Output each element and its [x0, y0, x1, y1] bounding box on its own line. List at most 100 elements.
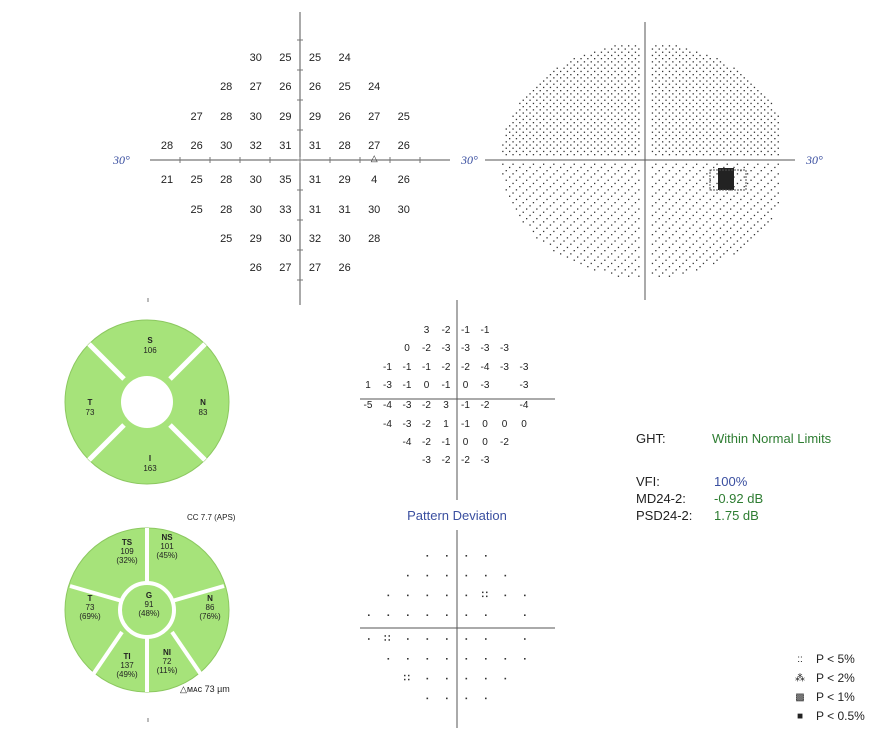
grayscale-dot [604, 125, 606, 127]
grayscale-dot [662, 214, 664, 217]
grayscale-dot [573, 221, 575, 223]
grayscale-dot [546, 147, 548, 149]
grayscale-dot [668, 198, 671, 201]
grayscale-dot [696, 269, 698, 271]
grayscale-dot [526, 141, 528, 143]
grayscale-dot [651, 118, 654, 121]
grayscale-dot [549, 131, 552, 133]
grayscale-dot [532, 128, 535, 130]
grayscale-dot [519, 214, 521, 217]
oct-inferior-label: I [148, 454, 152, 463]
grayscale-dot [692, 205, 694, 207]
grayscale-dot [702, 154, 705, 156]
grayscale-dot [573, 259, 575, 261]
grayscale-dot [549, 205, 552, 207]
grayscale-dot [594, 70, 596, 73]
grayscale-dot [577, 256, 579, 258]
grayscale-dot [702, 90, 705, 92]
grayscale-dot [560, 186, 562, 188]
grayscale-dot [747, 125, 749, 127]
grayscale-dot [730, 141, 732, 143]
grayscale-dot [553, 250, 555, 252]
grayscale-dot [733, 195, 735, 197]
grayscale-dot [716, 221, 718, 223]
grayscale-dot [651, 61, 654, 63]
grayscale-dot [702, 77, 705, 79]
grayscale-dot [764, 224, 766, 226]
grayscale-dot [570, 99, 572, 101]
grayscale-dot [566, 96, 569, 98]
grayscale-dot [696, 154, 698, 156]
grayscale-dot [672, 125, 674, 127]
grayscale-dot [597, 131, 599, 133]
grayscale-dot [628, 128, 630, 130]
grayscale-dot [539, 154, 541, 156]
normal-dot [524, 594, 526, 597]
grayscale-dot [566, 147, 569, 149]
grayscale-dot [621, 58, 623, 60]
grayscale-dot [685, 93, 688, 95]
grayscale-dot [723, 90, 725, 92]
grayscale-dot [566, 198, 569, 201]
grayscale-dot [658, 256, 660, 258]
grayscale-dot [730, 154, 732, 156]
grayscale-dot [699, 86, 701, 89]
grayscale-dot [679, 237, 681, 239]
grayscale-dot [770, 179, 773, 181]
grayscale-dot [706, 61, 708, 63]
grayscale-dot [611, 112, 613, 114]
grayscale-dot [594, 109, 596, 111]
grayscale-dot [522, 202, 524, 204]
grayscale-dot [709, 237, 711, 239]
grayscale-dot [668, 134, 671, 137]
grayscale-dot [736, 90, 739, 92]
grayscale-dot [512, 154, 514, 156]
grayscale-dot [638, 67, 640, 69]
oct-ns: NS 101 (45%) [152, 533, 182, 560]
grayscale-dot [655, 51, 657, 53]
oct-superior-label: S [147, 336, 153, 345]
grayscale-dot [529, 144, 531, 146]
grayscale-dot [719, 227, 722, 229]
grayscale-dot [624, 163, 626, 165]
grayscale-dot [655, 250, 657, 252]
grayscale-dot [709, 70, 711, 73]
grayscale-dot [617, 179, 620, 181]
grayscale-dot [716, 102, 718, 105]
grayscale-dot [696, 141, 698, 143]
grayscale-dot [566, 246, 569, 249]
grayscale-dot [733, 131, 735, 133]
grayscale-dot [638, 266, 640, 268]
oct-ni-value: 72 [162, 657, 172, 666]
grayscale-dot [665, 163, 667, 165]
grayscale-dot [634, 77, 637, 79]
grayscale-dot [685, 99, 688, 101]
normal-dot [446, 697, 448, 700]
grayscale-dot [740, 179, 742, 181]
grayscale-dot [713, 118, 715, 121]
grayscale-dot [658, 246, 660, 249]
grayscale-dot [733, 99, 735, 101]
grayscale-dot [519, 102, 521, 105]
grayscale-dot [651, 166, 654, 169]
grayscale-dot [634, 70, 637, 73]
grayscale-dot [512, 173, 514, 175]
grayscale-dot [543, 163, 545, 165]
grayscale-dot [655, 90, 657, 92]
grayscale-dot [587, 179, 589, 181]
threshold-value: 27 [368, 139, 381, 152]
threshold-value: 25 [190, 203, 203, 216]
grayscale-dot [672, 150, 674, 153]
threshold-value: 21 [160, 174, 174, 187]
grayscale-dot [713, 150, 715, 153]
grayscale-dot [689, 134, 691, 137]
oct-n-label: N [207, 594, 213, 603]
grayscale-dot [651, 86, 654, 89]
pattern-deviation-value: 0 [462, 436, 469, 448]
grayscale-dot [607, 128, 609, 130]
pattern-deviation-value: -3 [500, 343, 509, 355]
grayscale-dot [730, 77, 732, 79]
normal-dot [465, 658, 468, 660]
grayscale-dot [638, 189, 640, 191]
grayscale-dot [522, 99, 524, 101]
